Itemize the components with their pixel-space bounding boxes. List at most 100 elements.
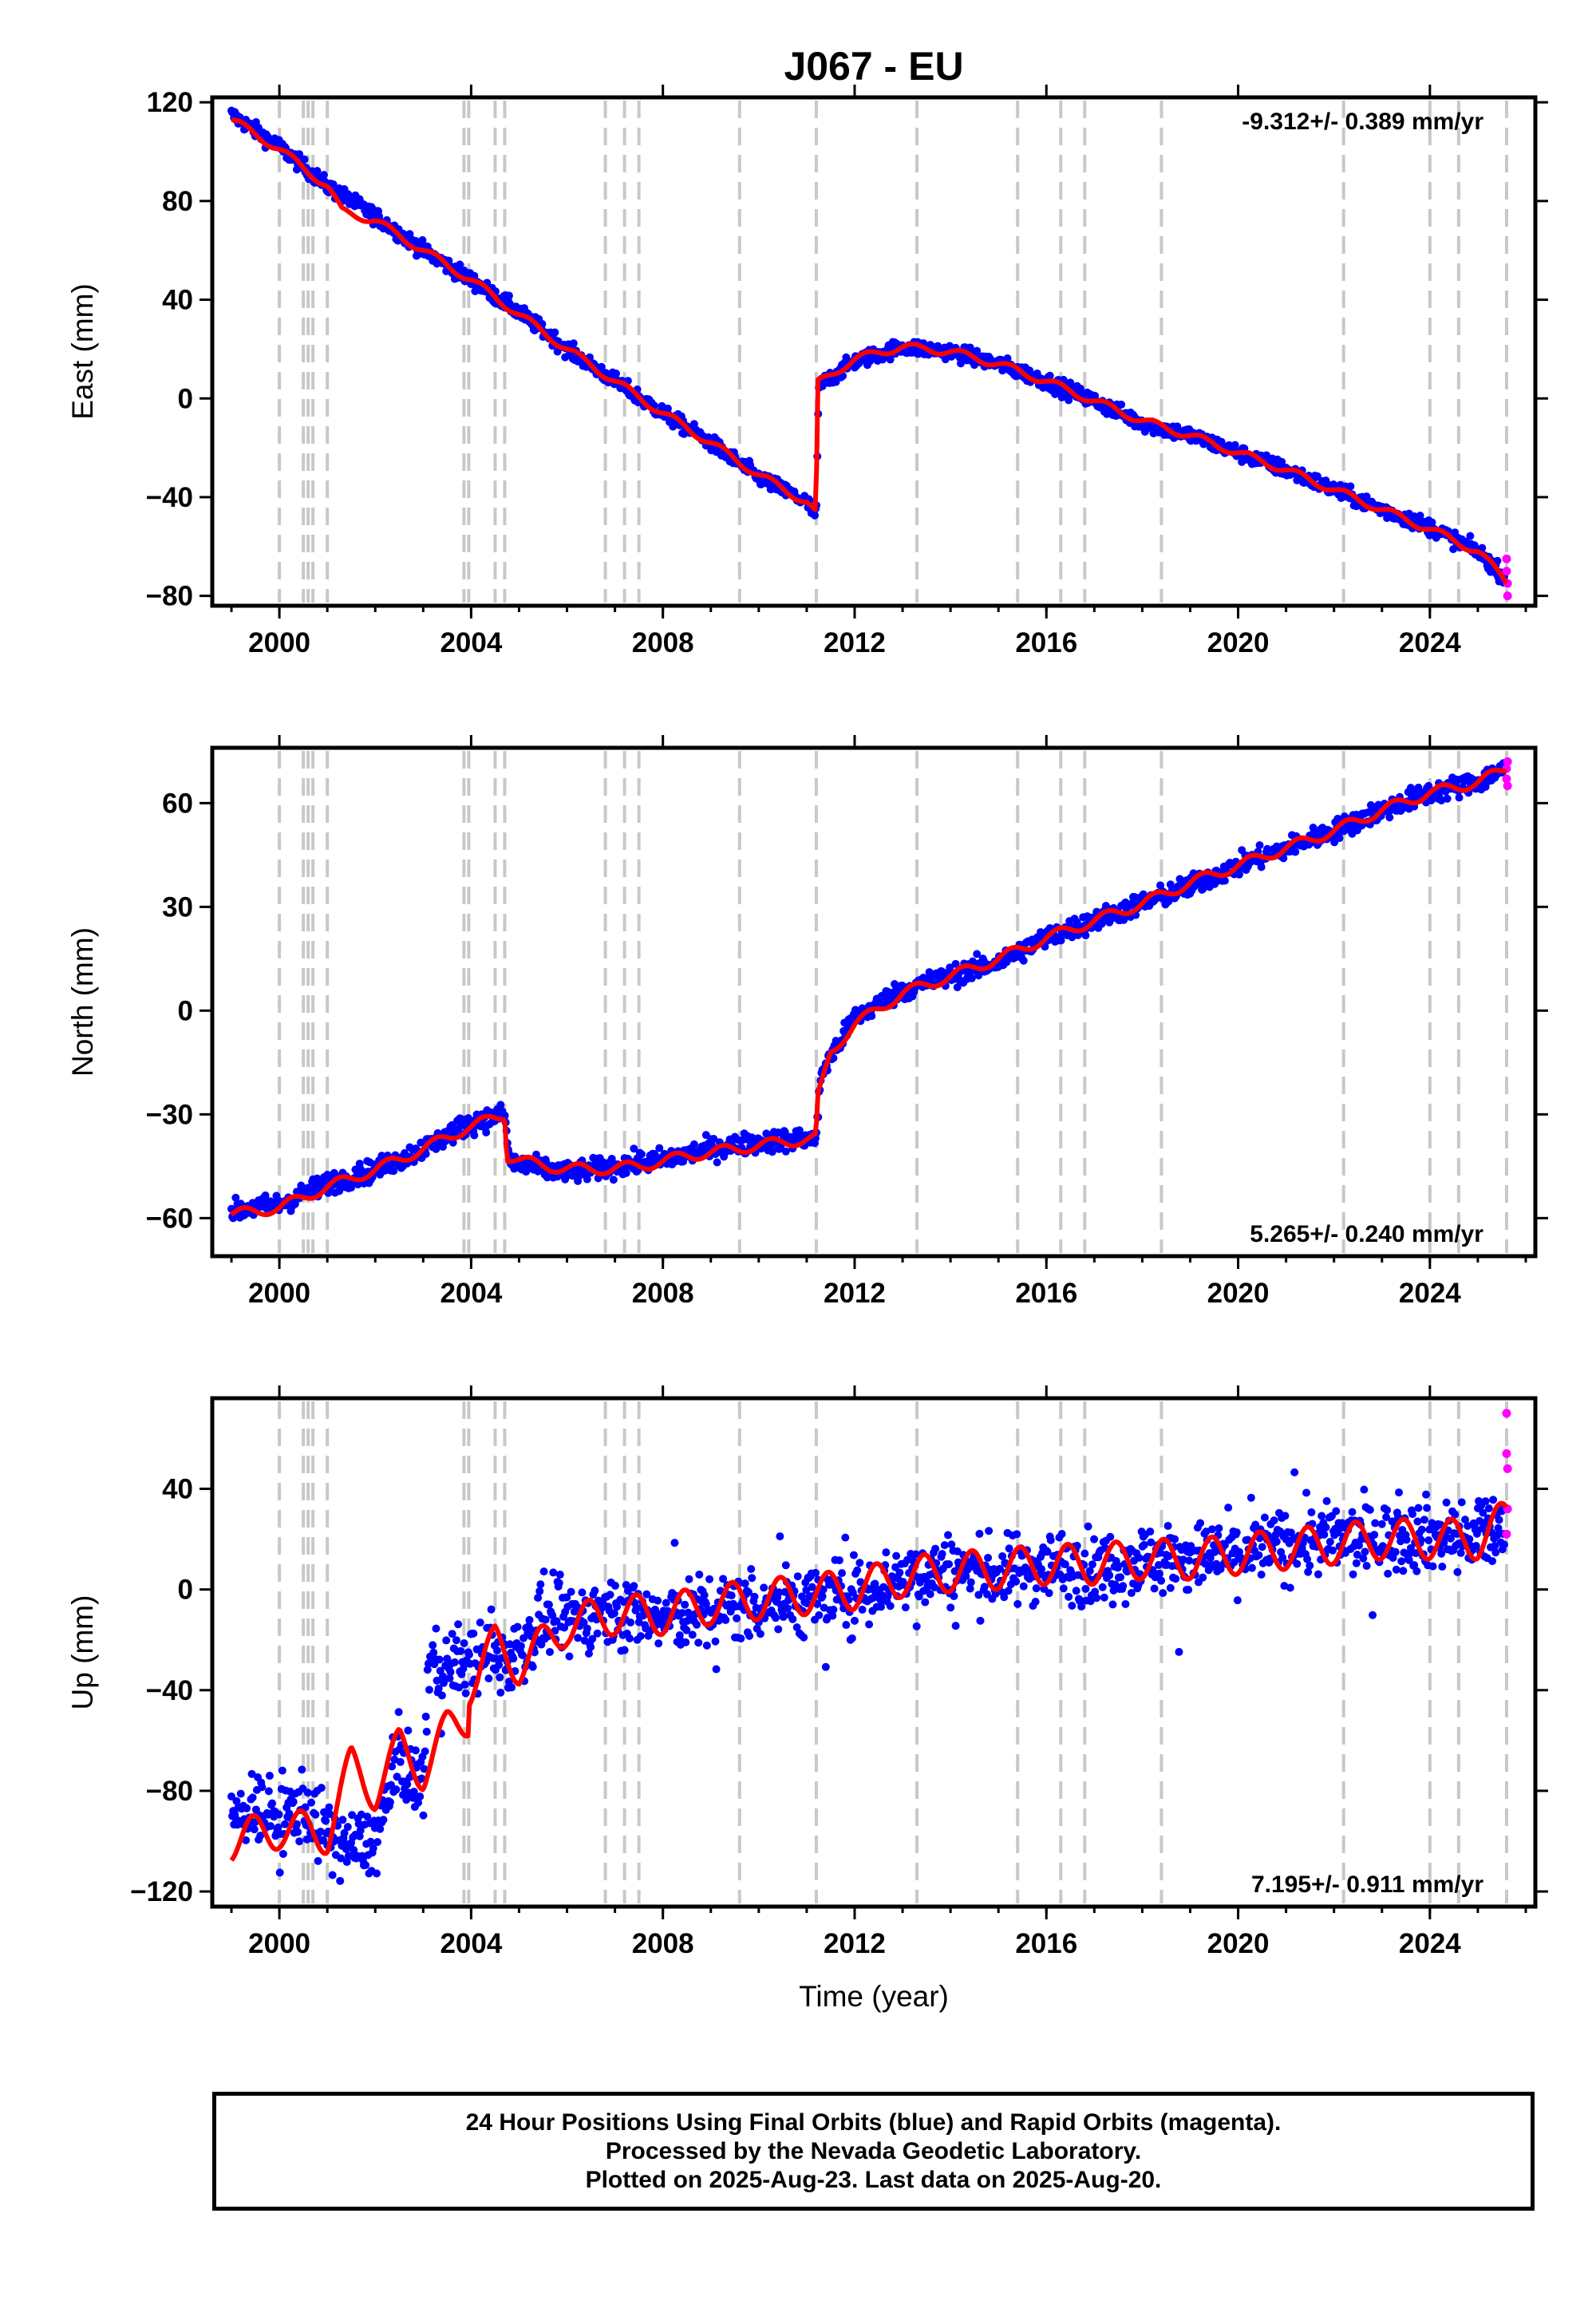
up-final-orbit-point [1488,1557,1497,1566]
up-final-orbit-point [513,1622,522,1631]
up-final-orbit-point [841,1533,850,1542]
up-final-orbit-point [991,1590,1000,1599]
east-final-orbit-point [295,150,304,159]
up-final-orbit-point [693,1620,701,1629]
up-final-orbit-point [539,1567,548,1576]
north-rapid-orbit-point [1503,757,1512,766]
up-final-orbit-point [976,1616,985,1625]
up-final-orbit-point [487,1605,496,1614]
up-final-orbit-point [1116,1573,1125,1582]
up-final-orbit-point [1254,1551,1263,1559]
up-final-orbit-point [584,1649,593,1658]
east-final-orbit-point [1313,472,1321,480]
up-final-orbit-point [555,1571,564,1579]
up-final-orbit-point [294,1828,302,1836]
north-final-orbit-point [946,963,954,972]
up-final-orbit-point [593,1629,602,1638]
up-final-orbit-point [901,1603,910,1612]
up-final-orbit-point [828,1611,837,1620]
up-final-orbit-point [912,1622,921,1630]
up-final-orbit-point [518,1651,527,1660]
y-tick-label: 40 [162,285,193,316]
up-final-orbit-point [962,1572,970,1581]
up-final-orbit-point [268,1799,277,1808]
up-final-orbit-point [772,1614,780,1622]
east-final-orbit-point [1117,400,1126,409]
north-final-orbit-point [1291,848,1300,856]
up-final-orbit-point [930,1583,939,1591]
north-final-orbit-point [655,1144,664,1152]
up-final-orbit-point [950,1592,958,1601]
up-final-orbit-point [694,1638,703,1647]
up-final-orbit-point [525,1615,534,1624]
up-final-orbit-point [998,1552,1007,1561]
up-final-orbit-point [1395,1488,1404,1497]
up-final-orbit-point [227,1792,236,1801]
up-final-orbit-point [855,1559,864,1567]
up-final-orbit-point [1159,1589,1167,1598]
up-final-orbit-point [448,1630,456,1638]
up-final-orbit-point [326,1810,334,1819]
up-final-orbit-point [788,1614,797,1623]
up-final-orbit-point [1481,1497,1490,1506]
up-final-orbit-point [1157,1576,1166,1585]
up-final-orbit-point [1013,1599,1022,1608]
up-final-orbit-point [1307,1508,1316,1516]
up-final-orbit-point [850,1616,859,1625]
up-model-fit-line [229,1500,1509,1862]
up-final-orbit-point [591,1587,599,1595]
up-final-orbit-point [1084,1522,1092,1531]
up-final-orbit-point [578,1588,587,1597]
up-final-orbit-point [369,1844,377,1852]
up-final-orbit-point [1384,1569,1393,1578]
up-final-orbit-point [1306,1561,1314,1570]
north-final-orbit-point [925,968,934,977]
up-final-orbit-point [541,1615,550,1624]
east-final-orbit-point [1428,518,1436,527]
up-final-orbit-point [454,1620,463,1629]
up-final-orbit-point [404,1726,413,1735]
up-final-orbit-point [1272,1537,1281,1546]
up-final-orbit-point [741,1579,749,1588]
up-final-orbit-point [1484,1504,1493,1512]
north-rapid-orbit-point [1502,774,1511,784]
north-final-orbit-point [231,1193,240,1202]
up-final-orbit-point [1121,1599,1130,1608]
up-final-orbit-point [236,1789,245,1798]
east-final-orbit-point [320,171,329,180]
up-final-orbit-point [1281,1512,1290,1520]
east-final-orbit-point [1231,441,1239,449]
up-final-orbit-point [338,1816,347,1824]
up-final-orbit-point [445,1674,454,1683]
up-final-orbit-point [871,1579,879,1588]
north-final-orbit-point [609,1176,618,1184]
x-tick-label: 2016 [1015,1278,1077,1309]
up-final-orbit-point [275,1868,284,1877]
y-tick-label: −80 [146,581,193,612]
up-final-orbit-point [700,1591,709,1599]
east-final-orbit-point [418,235,427,244]
up-final-orbit-point [509,1654,518,1663]
up-final-orbit-point [747,1565,756,1574]
up-final-orbit-point [1489,1496,1498,1504]
north-final-orbit-point [953,983,962,992]
up-rapid-orbit-point [1502,1409,1511,1418]
up-final-orbit-point [1043,1547,1052,1556]
up-final-orbit-point [849,1551,858,1559]
up-final-orbit-point [420,1765,429,1773]
up-final-orbit-point [452,1636,460,1645]
up-final-orbit-point [256,1832,265,1840]
y-tick-label: 0 [178,383,193,414]
north-final-orbit-point [583,1175,591,1184]
up-final-orbit-point [654,1639,663,1648]
up-final-orbit-point [587,1642,595,1651]
up-final-orbit-point [727,1591,736,1600]
up-final-orbit-point [348,1811,357,1820]
y-tick-label: 40 [162,1474,193,1505]
up-final-orbit-point [688,1630,697,1639]
up-final-orbit-point [1046,1535,1055,1544]
x-tick-label: 2000 [248,1928,310,1959]
east-final-orbit-point [663,404,672,413]
up-final-orbit-point [1113,1563,1122,1572]
y-tick-label: 120 [147,87,193,118]
